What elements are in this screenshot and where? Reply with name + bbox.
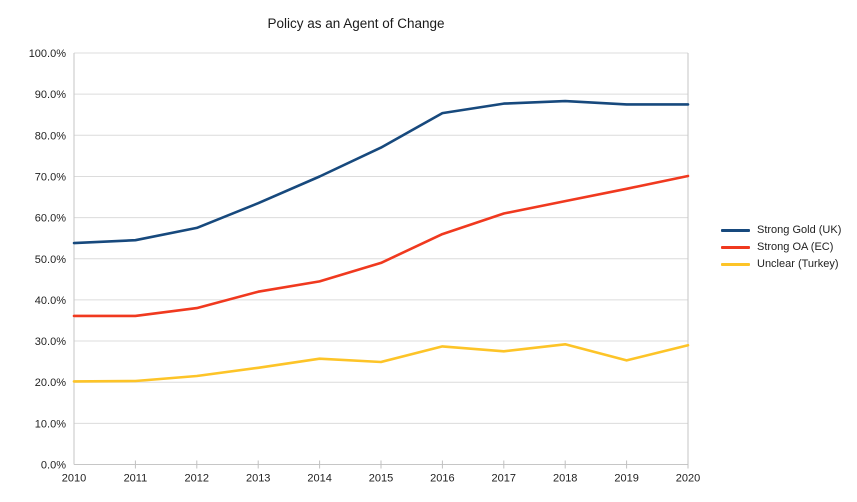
x-axis-tick-label: 2011 xyxy=(124,473,148,485)
legend-item-strong-oa-ec: Strong OA (EC) xyxy=(721,241,841,253)
y-axis-tick-label: 20.0% xyxy=(35,377,66,389)
x-axis-tick-label: 2016 xyxy=(430,473,454,485)
y-axis-tick-label: 100.0% xyxy=(29,48,67,60)
series-line-unclear-turkey xyxy=(72,342,690,383)
legend-label: Strong Gold (UK) xyxy=(757,224,842,236)
y-axis-tick-label: 0.0% xyxy=(41,460,66,472)
y-axis-tick-label: 70.0% xyxy=(35,171,66,183)
legend-line-swatch xyxy=(721,245,750,249)
y-axis-tick-label: 10.0% xyxy=(35,418,66,430)
y-axis-tick-label: 80.0% xyxy=(35,130,66,142)
legend-line-swatch xyxy=(721,228,750,232)
legend-item-strong-gold-uk: Strong Gold (UK) xyxy=(721,224,841,236)
y-axis-tick-label: 30.0% xyxy=(35,336,66,348)
y-axis-tick-label: 50.0% xyxy=(35,254,66,266)
series-line-strong-oa-ec xyxy=(72,174,690,318)
x-axis-tick-label: 2017 xyxy=(492,473,516,485)
y-axis-tick-label: 40.0% xyxy=(35,295,66,307)
legend: Strong Gold (UK) Strong OA (EC) Unclear … xyxy=(721,224,841,270)
x-axis-tick-label: 2014 xyxy=(307,473,331,485)
y-axis-tick-label: 60.0% xyxy=(35,213,66,225)
x-axis-tick-label: 2018 xyxy=(553,473,577,485)
x-axis-tick-label: 2010 xyxy=(62,473,86,485)
x-axis-tick-label: 2019 xyxy=(614,473,638,485)
x-axis-tick-label: 2020 xyxy=(676,473,700,485)
series-line-strong-gold-uk xyxy=(72,99,690,245)
legend-line-swatch xyxy=(721,262,750,266)
legend-item-unclear-turkey: Unclear (Turkey) xyxy=(721,258,841,270)
x-axis-tick-label: 2015 xyxy=(369,473,393,485)
legend-label: Unclear (Turkey) xyxy=(757,258,839,270)
chart-title: Policy as an Agent of Change xyxy=(267,16,445,31)
legend-label: Strong OA (EC) xyxy=(757,241,834,253)
x-axis-tick-label: 2012 xyxy=(185,473,209,485)
x-axis-tick-label: 2013 xyxy=(246,473,270,485)
y-axis-tick-label: 90.0% xyxy=(35,89,66,101)
